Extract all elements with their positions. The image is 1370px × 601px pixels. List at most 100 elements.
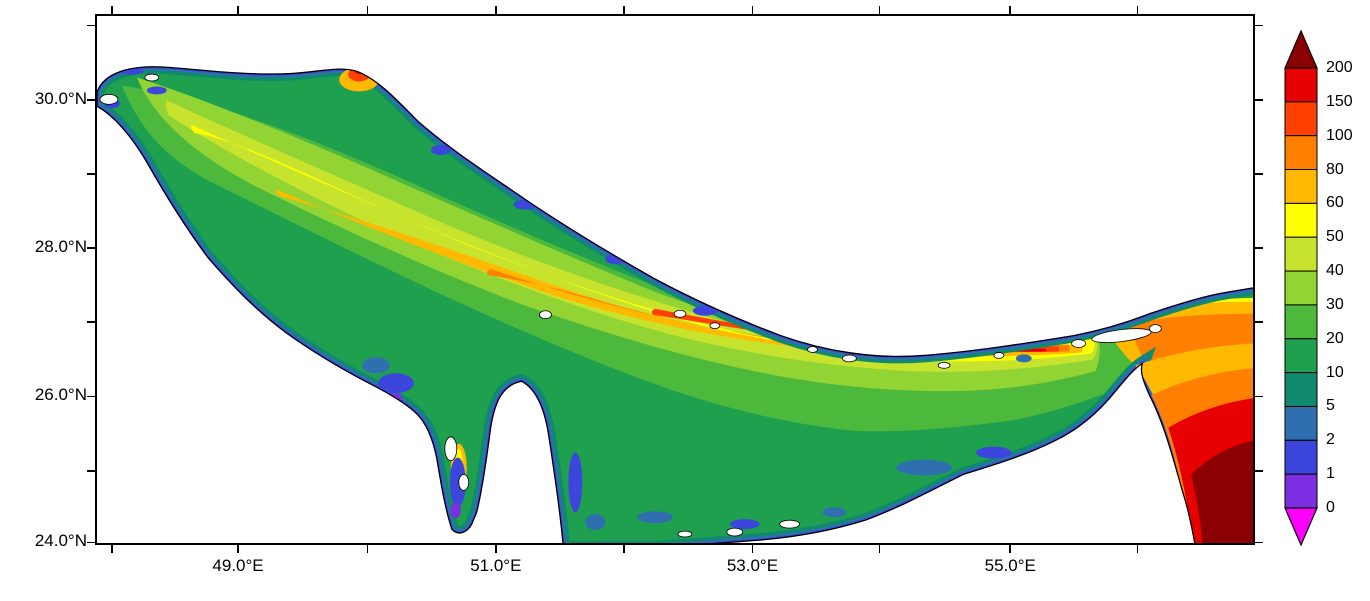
no-data-patch (677, 530, 693, 538)
colorbar-tick-label: 20 (1326, 329, 1344, 347)
colorbar-over-arrow (1284, 29, 1318, 69)
shallow-patch (896, 459, 953, 476)
colorbar-segment (1284, 473, 1318, 509)
colorbar: 200 150 100 80 60 50 40 30 20 10 5 2 1 0 (1284, 26, 1370, 560)
colorbar-labels: 200 150 100 80 60 50 40 30 20 10 5 2 1 0 (1326, 26, 1370, 560)
colorbar-tick-label: 100 (1326, 126, 1353, 144)
shallow-patch (729, 519, 760, 530)
x-axis-tick-label: 51.0°E (470, 556, 522, 575)
colorbar-segment (1284, 67, 1318, 103)
shallow-patch (568, 452, 583, 513)
island (444, 436, 458, 462)
shallow-patch (362, 357, 390, 374)
axis-tick (366, 6, 369, 14)
colorbar-segment (1284, 439, 1318, 475)
y-axis-tick-label: 28.0°N (34, 236, 87, 256)
axis-tick (1255, 321, 1263, 323)
axis-tick (237, 6, 239, 14)
axis-tick (237, 545, 239, 553)
oman-band-over-200 (1191, 440, 1253, 543)
colorbar-tick-label: 60 (1326, 194, 1344, 212)
axis-tick (1255, 247, 1263, 249)
island (1148, 324, 1162, 333)
shallow-patch (378, 373, 414, 394)
shallow-patch (975, 446, 1012, 459)
axis-tick (495, 545, 497, 553)
axis-tick (1255, 99, 1263, 101)
no-data-patch (726, 527, 744, 537)
y-axis-tick-label: 24.0°N (34, 531, 87, 551)
y-axis-tick-label: 30.0°N (34, 88, 87, 108)
island (993, 352, 1005, 359)
shallow-patch (692, 305, 717, 316)
shallow-patch (637, 511, 674, 524)
band-60-80 (275, 189, 1083, 357)
island (1071, 339, 1086, 348)
colorbar-tick-label: 30 (1326, 295, 1344, 313)
no-data-patch (807, 346, 818, 353)
colorbar-tick-label: 40 (1326, 262, 1344, 280)
shallow-patch (450, 502, 461, 519)
colorbar-tick-label: 10 (1326, 363, 1344, 381)
y-axis-tick-label: 26.0°N (34, 385, 87, 405)
shallow-patch (822, 507, 847, 518)
shallow-patch (146, 86, 167, 95)
band-10-20-base (97, 66, 1253, 543)
no-data-patch (144, 73, 160, 82)
no-data-patch (539, 310, 552, 320)
axis-tick (87, 247, 95, 249)
axis-tick (111, 545, 113, 553)
axis-tick (1136, 6, 1139, 14)
island (458, 474, 470, 491)
axis-tick (1255, 395, 1263, 398)
colorbar-tick-label: 200 (1326, 59, 1353, 76)
axis-tick (111, 6, 113, 14)
colorbar-segment (1284, 270, 1318, 306)
x-axis-tick-label: 55.0°E (984, 556, 1036, 575)
colorbar-under-arrow (1284, 507, 1318, 547)
axis-tick (623, 6, 625, 14)
colorbar-segment (1284, 236, 1318, 272)
axis-tick (1255, 173, 1263, 175)
colorbar-segment (1284, 135, 1318, 171)
axis-tick (87, 173, 95, 175)
colorbar-tick-label: 5 (1326, 397, 1335, 415)
axis-tick (87, 24, 95, 27)
colorbar-scale (1284, 29, 1318, 547)
axis-tick (623, 545, 625, 553)
colorbar-segment (1284, 169, 1318, 204)
colorbar-segment (1284, 304, 1318, 340)
axis-tick (87, 541, 95, 544)
no-data-patch (99, 94, 119, 105)
island (709, 322, 721, 330)
colorbar-tick-label: 2 (1326, 431, 1335, 449)
axis-tick (366, 545, 369, 553)
axis-tick (87, 395, 95, 398)
colorbar-segment (1284, 101, 1318, 137)
shallow-patch (449, 457, 466, 508)
axis-tick (1009, 6, 1011, 14)
colorbar-segment (1284, 202, 1318, 238)
axis-tick (751, 545, 754, 553)
island (673, 309, 687, 318)
shallow-patch (1089, 414, 1118, 427)
island (842, 354, 857, 363)
axis-tick (1255, 24, 1263, 27)
shallow-patch (1015, 354, 1032, 363)
shallow-patch (585, 514, 606, 531)
gulf-map (97, 66, 1253, 543)
axis-tick (878, 6, 881, 14)
island-qeshm (1091, 328, 1152, 343)
colorbar-tick-label: 150 (1326, 92, 1353, 110)
axis-tick (87, 321, 95, 323)
plot-area: 49.0°E 51.0°E 53.0°E 55.0°E 30.0°N 28.0°… (35, 6, 1263, 575)
colorbar-segment (1284, 338, 1318, 374)
x-axis-tick-label: 49.0°E (212, 556, 264, 575)
axis-tick (87, 99, 95, 101)
axis-tick (1136, 545, 1139, 553)
axis-tick (878, 545, 881, 553)
colorbar-segment (1284, 405, 1318, 441)
colorbar-tick-label: 0 (1326, 499, 1335, 516)
no-data-patch (779, 519, 800, 529)
